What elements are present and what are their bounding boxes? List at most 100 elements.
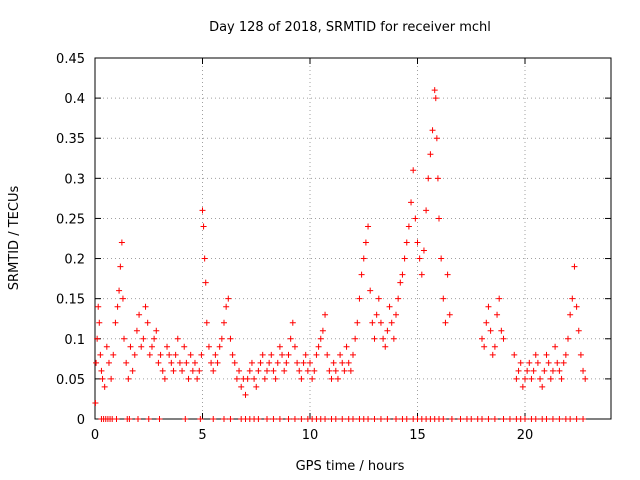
data-point <box>125 375 132 382</box>
data-points <box>92 87 589 422</box>
data-point <box>326 367 333 374</box>
data-point <box>210 367 217 374</box>
zero-point <box>448 416 455 422</box>
zero-point <box>479 416 485 422</box>
data-point <box>399 271 406 278</box>
data-point <box>279 351 286 358</box>
data-point <box>221 319 227 326</box>
y-axis-label: SRMTID / TECUs <box>7 186 22 291</box>
data-point <box>337 351 344 358</box>
data-point <box>522 375 528 382</box>
data-point <box>377 319 384 326</box>
grid <box>95 58 611 419</box>
data-point <box>347 367 354 374</box>
data-point <box>174 335 181 342</box>
data-point <box>350 351 356 358</box>
data-point <box>547 375 554 382</box>
data-point <box>322 311 329 318</box>
data-point <box>287 335 294 342</box>
data-point <box>189 367 196 374</box>
data-point <box>393 311 399 318</box>
data-point <box>95 303 102 310</box>
data-point <box>515 367 522 374</box>
data-point <box>496 295 503 302</box>
zero-point <box>182 416 189 422</box>
chart-title: Day 128 of 2018, SRMTID for receiver mch… <box>209 20 491 35</box>
zero-point <box>500 416 507 422</box>
zero-point <box>371 416 378 422</box>
data-point <box>433 135 440 142</box>
data-point <box>199 207 206 214</box>
data-point <box>371 335 378 342</box>
data-point <box>144 319 151 326</box>
data-point <box>127 343 134 350</box>
data-point <box>569 295 576 302</box>
data-point <box>446 311 453 318</box>
x-axis-label: GPS time / hours <box>296 459 405 474</box>
data-point <box>339 359 346 366</box>
zero-point <box>270 416 277 422</box>
data-point <box>264 367 270 374</box>
x-tick-label: 15 <box>409 428 426 443</box>
data-point <box>257 359 264 366</box>
zero-point <box>285 416 292 422</box>
data-point <box>274 359 281 366</box>
x-tick-label: 0 <box>91 428 99 443</box>
data-point <box>304 367 311 374</box>
data-point <box>324 351 331 358</box>
data-point <box>412 215 419 222</box>
data-point <box>253 383 260 390</box>
data-point <box>212 351 219 358</box>
data-point <box>556 367 563 374</box>
data-point <box>438 255 445 262</box>
data-point <box>429 127 436 134</box>
data-point <box>294 359 301 366</box>
data-point <box>123 359 130 366</box>
data-point <box>418 271 425 278</box>
zero-point <box>491 416 498 422</box>
data-point <box>259 351 266 358</box>
data-point <box>291 343 298 350</box>
zero-point <box>543 416 550 422</box>
data-point <box>191 359 198 366</box>
zero-point <box>339 416 346 422</box>
data-point <box>168 359 175 366</box>
data-point <box>416 255 423 262</box>
data-point <box>105 359 112 366</box>
data-point <box>148 343 155 350</box>
data-point <box>360 255 367 262</box>
data-point <box>491 343 498 350</box>
data-point <box>203 319 210 326</box>
data-point <box>528 375 535 382</box>
data-point <box>155 359 162 366</box>
data-point <box>201 255 208 262</box>
zero-point <box>377 416 384 422</box>
y-axis: 0 0.05 0.1 0.15 0.2 0.25 0.3 0.35 0.4 0.45 <box>56 52 611 428</box>
data-point <box>216 343 223 350</box>
data-point <box>223 303 230 310</box>
data-point <box>187 351 194 358</box>
zero-point <box>298 416 305 422</box>
data-point <box>382 343 389 350</box>
data-point <box>289 319 296 326</box>
data-point <box>403 239 410 246</box>
y-tick-label: 0.1 <box>64 333 85 348</box>
zero-point <box>264 416 270 422</box>
data-point <box>302 351 309 358</box>
zero-point <box>135 416 141 422</box>
data-point <box>442 319 449 326</box>
data-point <box>479 335 485 342</box>
data-point <box>319 327 326 334</box>
data-point <box>146 351 153 358</box>
data-point <box>388 319 395 326</box>
data-point <box>369 319 376 326</box>
data-point <box>225 295 232 302</box>
data-point <box>93 359 100 366</box>
data-point <box>526 359 533 366</box>
data-point <box>537 375 544 382</box>
zero-point <box>322 416 329 422</box>
data-point <box>183 359 190 366</box>
zero-point <box>403 416 410 422</box>
data-point <box>229 351 236 358</box>
